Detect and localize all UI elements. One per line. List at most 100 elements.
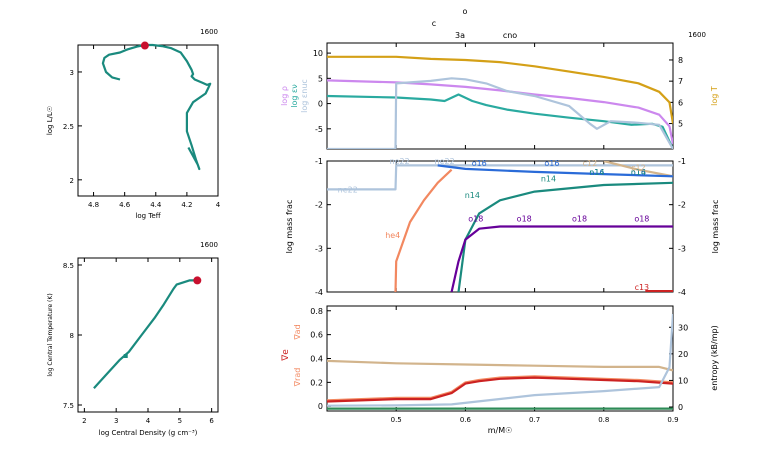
abundance-series-1 [394, 168, 453, 292]
hr-frame [77, 44, 219, 197]
gradients-label-rad: ∇rad [293, 368, 302, 388]
header-top1: o [463, 7, 468, 16]
abundance-series-4 [457, 181, 673, 292]
gradients-series-3 [327, 313, 673, 407]
hr-ytick-label: 2.5 [63, 123, 74, 131]
profile-series-0 [327, 55, 673, 124]
gradients-y2tick-label: 30 [678, 323, 688, 332]
hr-ytick-label: 2 [70, 177, 74, 185]
gradients-y2tick-label: 20 [678, 350, 688, 359]
gradients-ytick-label: 0 [318, 402, 323, 411]
gradients-xtick-label: 0.8 [598, 416, 609, 424]
rhoT-ytick-label: 8 [70, 332, 74, 340]
header-top2: c [432, 19, 436, 28]
profile-label-enuc: log εnuc [300, 79, 309, 113]
profile-frame [326, 42, 674, 150]
profile-series-3 [327, 77, 673, 149]
gradients-xtick-label: 0.6 [460, 416, 472, 424]
abundance-plot-area [327, 161, 673, 292]
abundance-series-0 [327, 164, 673, 191]
hr-current-marker [140, 41, 149, 50]
rhoT-ylabel: log Central Temperature (K) [47, 293, 54, 376]
header-burn2: cno [503, 31, 517, 40]
hr-xtick-label: 4.2 [181, 201, 192, 209]
abundance-annotation-15: o18 [517, 215, 532, 224]
abundance-annotation-4: o16 [472, 159, 487, 168]
abundance-y2tick-label: -1 [678, 157, 686, 166]
profile-label-rho: log ρ [280, 86, 289, 106]
rhoT-model-number: 1600 [200, 241, 218, 249]
hr-xlabel: log Teff [135, 212, 160, 220]
abundance-ylabel: log mass frac [285, 200, 294, 254]
gradients-ytick-label: 0.6 [310, 331, 323, 340]
hr-ytick-label: 3 [70, 69, 74, 77]
gradients-y2tick-label: 0 [678, 403, 683, 412]
rhoT-xtick-label: 2 [82, 417, 86, 425]
gradients-series-1 [327, 375, 673, 402]
abundance-annotation-6: o16 [589, 168, 604, 177]
gradients-xtick-label: 0.7 [529, 416, 540, 424]
gradients-series-2 [327, 376, 673, 403]
abundance-annotation-16: o18 [572, 215, 587, 224]
rhoT-ytick-label: 7.5 [63, 402, 74, 410]
abundance-annotation-2: ne22 [435, 157, 455, 166]
gradients-xtick-label: 0.9 [667, 416, 678, 424]
gradients-xlabel: m/M☉ [488, 426, 513, 435]
gradients-xtick-label: 0.5 [391, 416, 402, 424]
gradients-series-0 [327, 359, 673, 372]
gradients-label-ad: ∇ad [293, 324, 302, 340]
abundance-series-5 [450, 225, 673, 292]
abundance-y2label: log mass frac [711, 200, 720, 254]
abundance-annotation-11: n14 [631, 168, 646, 177]
abundance-y2tick-label: -2 [678, 201, 686, 210]
rhoT-xtick-label: 6 [209, 417, 214, 425]
abundance-ytick-label: -4 [315, 288, 323, 297]
profile-y2tick-label: 7 [678, 77, 683, 86]
abundance-annotation-18: c13 [635, 283, 650, 292]
rhoT-xtick-label: 3 [114, 417, 118, 425]
rhoT-ytick-label: 8.5 [63, 262, 74, 270]
profile-label-T: log T [710, 86, 719, 106]
profile-y2tick-label: 6 [678, 98, 683, 107]
abundance-annotation-13: c12 [631, 164, 646, 173]
hr-xtick-label: 4.8 [88, 201, 99, 209]
abundance-annotation-9: n14 [541, 174, 556, 183]
hr-track-0 [101, 43, 212, 171]
abundance-ytick-label: -2 [315, 201, 323, 210]
abundance-ytick-label: -3 [315, 244, 323, 253]
hr-xtick-label: 4.6 [119, 201, 131, 209]
rhoT-xtick-label: 4 [146, 417, 151, 425]
profile-y2tick-label: 8 [678, 56, 683, 65]
abundance-annotation-8: n14 [465, 191, 480, 200]
profile-label-enu: log εν [290, 84, 299, 108]
abundance-series-2 [603, 161, 673, 178]
rhoT-track-0 [93, 279, 196, 389]
abundance-y2tick-label: -4 [678, 288, 686, 297]
abundance-annotation-17: o18 [634, 215, 649, 224]
abundance-annotation-7: o16 [631, 168, 646, 177]
rhoT-xtick-label: 5 [178, 417, 182, 425]
abundance-series-3 [437, 164, 673, 178]
profile-ytick-label: -5 [315, 125, 323, 134]
abundance-annotation-12: c12 [583, 159, 598, 168]
profile-y2tick-label: 5 [678, 120, 683, 129]
profile-ytick-label: 10 [313, 49, 323, 58]
header-burn1: 3a [455, 31, 465, 40]
gradients-ytick-label: 0.8 [310, 307, 323, 316]
rhoT-tick-mark [123, 354, 128, 358]
hr-ylabel: log L/L☉ [46, 106, 54, 135]
abundance-annotation-14: o18 [468, 215, 483, 224]
gradients-y2tick-label: 10 [678, 376, 688, 385]
gradients-label-e: ∇e [281, 349, 291, 362]
hr-model-number: 1600 [200, 28, 218, 36]
hr-xtick-label: 4.4 [150, 201, 162, 209]
abundance-ytick-label: -1 [315, 157, 323, 166]
hr-xtick-label: 4 [216, 201, 221, 209]
gradients-frame [326, 305, 674, 412]
profile-series-1 [327, 79, 673, 145]
rhoT-xlabel: log Central Density (g cm⁻³) [99, 429, 198, 437]
profile-model-number: 1600 [688, 31, 706, 39]
gradients-ytick-label: 0.4 [310, 355, 323, 364]
abundance-annotation-1: ne22 [390, 157, 410, 166]
